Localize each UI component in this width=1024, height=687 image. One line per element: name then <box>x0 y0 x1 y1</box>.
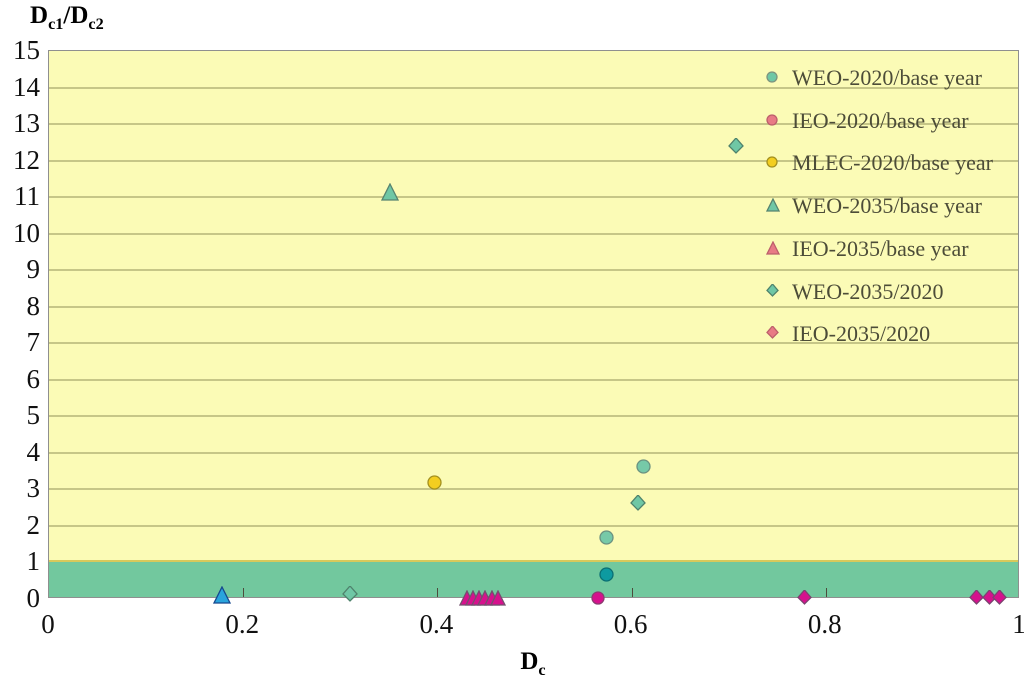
legend-label: MLEC-2020/base year <box>792 150 993 176</box>
marker-triangle-ieo-2035-base-year <box>489 589 506 611</box>
marker-diamond-weo-2035-2020 <box>342 585 358 607</box>
x-tick-label-1: 1 <box>1012 609 1024 639</box>
highlight-band <box>49 560 1018 597</box>
x-tick-label-0: 0 <box>41 609 55 639</box>
gridline-y-3 <box>49 488 1018 491</box>
y-tick-label-15: 15 <box>13 35 40 65</box>
gridline-y-6 <box>49 378 1018 381</box>
gridline-y-14 <box>49 86 1018 89</box>
gridline-y-11 <box>49 196 1018 199</box>
y-tick-label-2: 2 <box>26 509 41 540</box>
gridline-y-2 <box>49 524 1018 527</box>
title-text: / <box>63 2 71 29</box>
legend-triangle-icon <box>765 240 781 260</box>
gridline-y-9 <box>49 269 1018 272</box>
marker-diamond-ieo-2035-2020 <box>982 589 998 610</box>
legend-label: WEO-2035/base year <box>792 193 982 219</box>
y-tick-label-14: 14 <box>13 71 40 102</box>
y-tick-label-3: 3 <box>26 473 41 504</box>
legend-circle-icon <box>766 155 778 173</box>
legend-circle-icon <box>766 113 778 131</box>
y-tick-label-11: 11 <box>14 181 40 212</box>
title-text: D <box>30 2 49 29</box>
marker-triangle-weo-2035-base-year <box>380 182 399 206</box>
y-tick-label-13: 13 <box>13 108 40 139</box>
y-tick-label-7: 7 <box>26 327 41 358</box>
x-tick-0.2 <box>243 588 245 597</box>
x-tick-label-0.8: 0.8 <box>807 609 842 639</box>
marker-triangle-weo-2035-base-year <box>212 585 231 609</box>
title-subscript: c <box>538 661 546 679</box>
y-tick-label-9: 9 <box>26 254 41 285</box>
marker-circle-weo-2020-base-year <box>599 567 614 587</box>
marker-circle-mlec-2020-base-year <box>427 474 442 495</box>
x-axis-title: Dc <box>493 648 573 680</box>
legend-label: IEO-2020/base year <box>792 107 969 133</box>
title-subscript: c1 <box>48 15 64 33</box>
y-tick-label-10: 10 <box>13 217 40 248</box>
marker-circle-weo-2020-base-year <box>636 458 651 479</box>
y-tick-label-12: 12 <box>13 144 40 175</box>
marker-diamond-weo-2035-2020 <box>630 493 647 516</box>
marker-diamond-weo-2035-2020 <box>728 136 745 159</box>
y-axis-title: Dc1/Dc2 <box>30 2 104 34</box>
x-tick-label-0.6: 0.6 <box>613 609 648 639</box>
marker-diamond-ieo-2035-2020 <box>797 589 812 610</box>
y-tick-label-6: 6 <box>26 363 41 394</box>
title-text: D <box>520 648 539 675</box>
gridline-y-7 <box>49 342 1018 345</box>
legend-label: IEO-2035/base year <box>792 235 969 261</box>
title-subscript: c2 <box>88 15 104 33</box>
x-tick-0.8 <box>825 588 827 597</box>
x-tick-0.4 <box>437 588 439 597</box>
y-tick-label-5: 5 <box>26 400 41 431</box>
y-tick-label-4: 4 <box>26 436 41 467</box>
marker-circle-ieo-2020-base-year <box>590 590 605 610</box>
marker-diamond-ieo-2035-2020 <box>968 589 984 610</box>
gridline-y-8 <box>49 305 1018 308</box>
gridline-y-13 <box>49 123 1018 126</box>
y-tick-label-8: 8 <box>26 290 41 321</box>
x-tick-label-0.4: 0.4 <box>419 609 454 639</box>
plot-area <box>48 50 1019 606</box>
gridline-y-5 <box>49 415 1018 418</box>
gridline-y-10 <box>49 232 1018 235</box>
legend-circle-icon <box>766 70 778 88</box>
legend-label: WEO-2020/base year <box>792 65 982 90</box>
legend-label: IEO-2035/2020 <box>792 321 931 347</box>
title-text: D <box>70 2 89 29</box>
y-tick-label-1: 1 <box>26 546 41 577</box>
x-tick-label-0.2: 0.2 <box>225 609 260 639</box>
x-tick-0.6 <box>631 588 633 597</box>
legend-label: WEO-2035/2020 <box>792 278 944 304</box>
legend-diamond-icon <box>766 282 779 302</box>
legend-triangle-icon <box>765 197 781 217</box>
y-tick-label-0: 0 <box>26 583 41 613</box>
gridline-y-12 <box>49 159 1018 162</box>
marker-circle-weo-2020-base-year <box>599 530 614 550</box>
marker-diamond-ieo-2035-2020 <box>992 589 1007 610</box>
legend-diamond-icon <box>766 325 779 344</box>
gridline-y-4 <box>49 451 1018 454</box>
